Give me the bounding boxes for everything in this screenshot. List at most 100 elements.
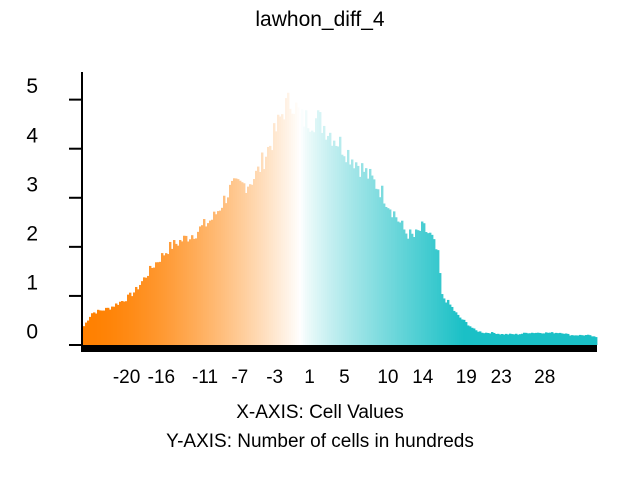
histogram-bar: [555, 332, 558, 345]
histogram-bar: [141, 281, 144, 345]
histogram-bar: [413, 237, 416, 345]
histogram-bar: [103, 310, 106, 345]
histogram-bar: [415, 229, 418, 345]
histogram-bar: [155, 262, 158, 345]
x-tick-label: 1: [304, 367, 315, 388]
histogram-bar: [539, 332, 542, 345]
histogram-bar: [391, 217, 394, 345]
histogram-bar: [459, 317, 462, 345]
histogram-bar: [275, 131, 278, 345]
histogram-bar: [245, 192, 248, 345]
histogram-bar: [563, 333, 566, 345]
histogram-bar: [571, 335, 574, 345]
histogram-bar: [185, 235, 188, 345]
histogram-bar: [329, 132, 332, 345]
histogram-bar: [441, 294, 444, 345]
histogram-bars: [83, 92, 598, 346]
histogram-bar: [219, 210, 222, 345]
histogram-bar: [399, 222, 402, 345]
histogram-bar: [581, 335, 584, 345]
histogram-bar: [239, 180, 242, 345]
histogram-bar: [449, 304, 452, 345]
histogram-bar: [593, 336, 596, 345]
histogram-bar: [145, 277, 148, 345]
chart-axes: [81, 72, 597, 352]
histogram-bar: [83, 326, 86, 345]
histogram-bar: [125, 301, 128, 345]
histogram-bar: [193, 238, 196, 345]
histogram-bar: [565, 333, 568, 345]
histogram-bar: [499, 334, 502, 345]
histogram-bar: [355, 162, 358, 345]
histogram-bar: [469, 326, 472, 345]
histogram-bar: [157, 262, 160, 345]
histogram-bar: [421, 221, 424, 345]
histogram-bar: [297, 107, 300, 345]
histogram-bar: [143, 277, 146, 345]
histogram-bar: [163, 255, 166, 345]
histogram-bar: [283, 119, 286, 346]
histogram-bar: [321, 132, 324, 345]
histogram-bar: [511, 334, 514, 345]
histogram-bar: [149, 265, 152, 345]
histogram-bar: [545, 332, 548, 345]
histogram-bar: [503, 334, 506, 345]
histogram-bar: [265, 156, 268, 345]
histogram-bar: [427, 233, 430, 345]
histogram-bar: [247, 186, 250, 345]
x-tick-label: 19: [456, 367, 477, 388]
histogram-bar: [461, 319, 464, 345]
histogram-bar: [479, 331, 482, 345]
histogram-bar: [107, 307, 110, 345]
histogram-bar: [85, 322, 88, 345]
histogram-bar: [447, 299, 450, 345]
histogram-bar: [137, 289, 140, 345]
histogram-bar: [509, 333, 512, 345]
histogram-bar: [191, 235, 194, 345]
histogram-bar: [591, 336, 594, 345]
histogram-bar: [351, 159, 354, 345]
histogram-bar: [183, 235, 186, 345]
histogram-bar: [525, 332, 528, 345]
x-tick-label: 23: [491, 367, 512, 388]
histogram-bar: [473, 328, 476, 345]
histogram-bar: [109, 309, 112, 345]
histogram-bar: [289, 108, 292, 345]
histogram-bar: [505, 333, 508, 345]
histogram-bar: [151, 267, 154, 345]
histogram-bar: [395, 217, 398, 345]
histogram-bar: [361, 163, 364, 345]
histogram-bar: [529, 333, 532, 345]
histogram-bar: [309, 131, 312, 345]
histogram-bar: [485, 332, 488, 345]
histogram-bar: [533, 333, 536, 345]
histogram-bar: [577, 335, 580, 345]
y-tick-label: 5: [26, 75, 38, 98]
histogram-bar: [561, 333, 564, 345]
histogram-bar: [559, 332, 562, 345]
histogram-bar: [515, 333, 518, 345]
histogram-bar: [213, 211, 216, 345]
histogram-bar: [187, 241, 190, 345]
histogram-bar: [397, 221, 400, 345]
histogram-bar: [495, 333, 498, 345]
histogram-bar: [553, 333, 556, 345]
histogram-bar: [335, 145, 338, 345]
histogram-bar: [443, 298, 446, 345]
histogram-bar: [115, 303, 118, 345]
histogram-bar: [295, 102, 298, 345]
histogram-bar: [507, 334, 510, 345]
histogram-bar: [569, 335, 572, 345]
histogram-bar: [303, 126, 306, 345]
histogram-bar: [343, 156, 346, 345]
histogram-bar: [595, 337, 598, 345]
histogram-bar: [95, 313, 98, 345]
histogram-bar: [203, 219, 206, 345]
histogram-bar: [291, 113, 294, 345]
histogram-bar: [439, 273, 442, 345]
histogram-bar: [535, 332, 538, 345]
histogram-bar: [393, 211, 396, 345]
histogram-bar: [431, 234, 434, 345]
histogram-bar: [367, 178, 370, 345]
y-tick-label: 1: [26, 271, 38, 294]
